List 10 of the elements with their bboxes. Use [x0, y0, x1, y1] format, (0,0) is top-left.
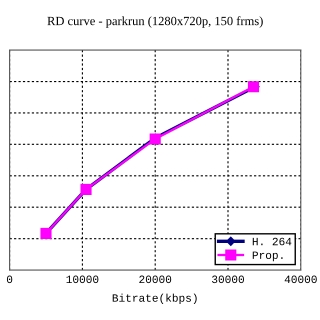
- x-tick-label: 0: [6, 276, 12, 284]
- x-axis-title: Bitrate(kbps): [112, 294, 197, 304]
- chart-title: RD curve - parkrun (1280x720p, 150 frms): [47, 16, 263, 28]
- x-tick-label: 20000: [139, 276, 172, 284]
- legend-label: Prop.: [252, 252, 283, 262]
- x-tick-label: 30000: [212, 276, 244, 284]
- point: [248, 81, 260, 92]
- x-tick-label: 40000: [284, 276, 317, 284]
- x-tick-label: 10000: [66, 276, 98, 284]
- legend-label: H. 264: [252, 238, 292, 246]
